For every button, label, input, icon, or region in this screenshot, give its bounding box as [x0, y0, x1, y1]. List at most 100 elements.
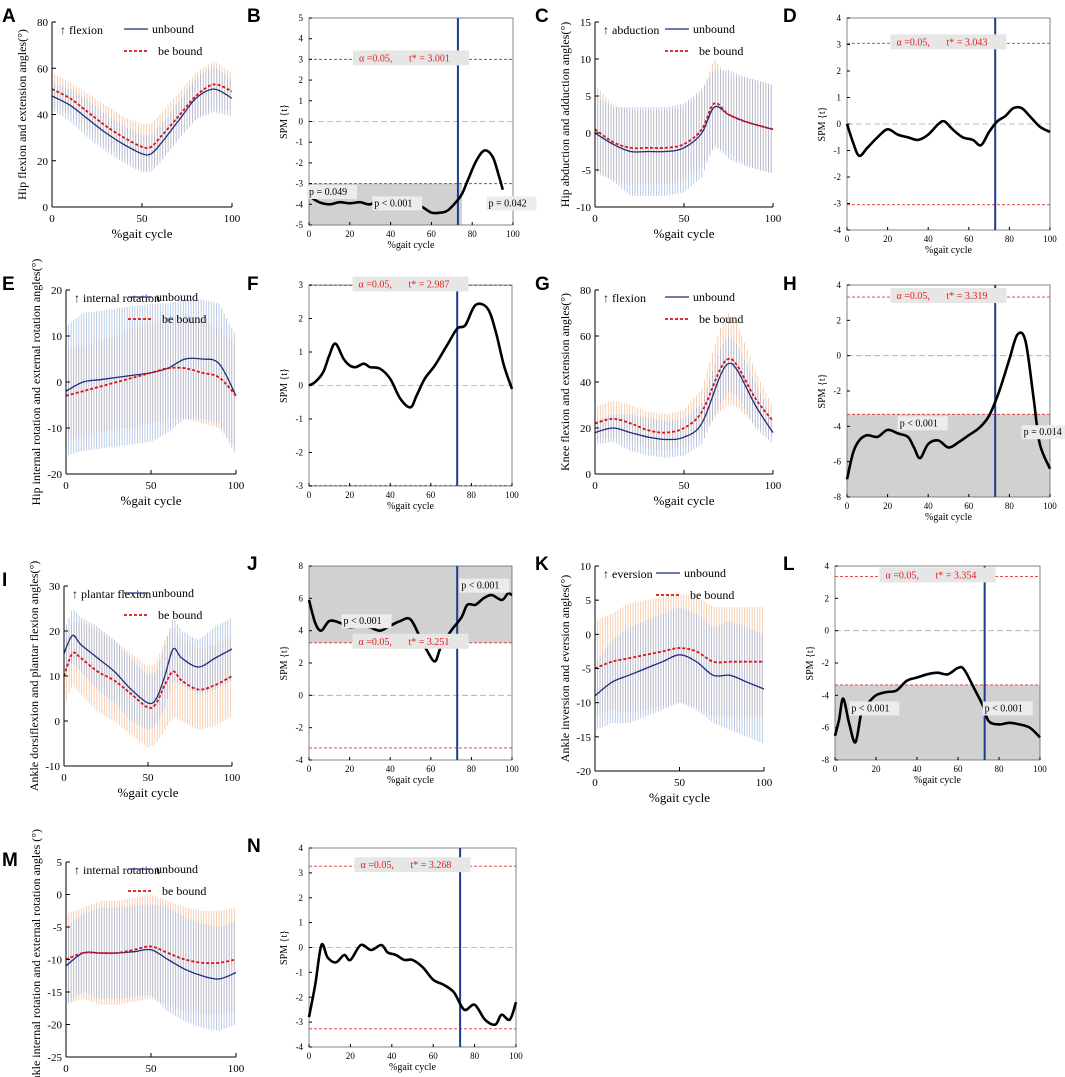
x-tick-label: 0: [307, 764, 312, 774]
p-value-label: p = 0.014: [1024, 427, 1062, 438]
legend-label-be-bound: be bound: [699, 44, 743, 58]
y-tick-label: -2: [296, 992, 304, 1002]
x-tick-label: 50: [679, 213, 691, 225]
x-tick-label: 0: [307, 229, 312, 239]
x-tick-label: 100: [505, 764, 519, 774]
legend-label-be-bound: be bound: [158, 44, 202, 58]
threshold-label-box: [352, 276, 469, 292]
y-tick-label: 4: [837, 13, 842, 23]
y-tick-label: 2: [825, 593, 830, 603]
panel-b: B -5 -4 -3 -2 -1 0 1 2 3 4 5 0 20 40 60 80 100 %gait cycle…: [247, 6, 537, 251]
panel-label: J: [247, 554, 258, 575]
x-tick-label: 80: [995, 764, 1005, 774]
y-tick-label: -6: [834, 457, 842, 467]
x-axis-label: %gait cycle: [388, 240, 435, 251]
y-axis-label: SPM {t}: [279, 368, 290, 403]
y-tick-label: -5: [296, 220, 304, 230]
x-tick-label: 100: [505, 490, 519, 500]
legend-label-unbound: unbound: [156, 290, 198, 304]
x-tick-label: 80: [468, 229, 478, 239]
tstar-label: t* = 2.987: [409, 279, 450, 290]
x-tick-label: 20: [872, 764, 882, 774]
y-tick-label: 1: [837, 93, 842, 103]
series-line-unbound: [65, 357, 237, 397]
p-value-label: p < 0.001: [374, 198, 412, 209]
y-tick-label: 15: [580, 17, 592, 29]
panel-label: B: [247, 6, 261, 27]
y-tick-label: -1: [834, 146, 842, 156]
x-tick-label: 80: [1005, 234, 1015, 244]
y-tick-label: -4: [834, 225, 842, 235]
y-tick-label: 0: [825, 626, 830, 636]
panel-label: N: [247, 836, 261, 857]
y-tick-label: -4: [822, 690, 830, 700]
x-tick-label: 100: [228, 480, 245, 492]
p-value-box: [982, 701, 1033, 716]
panel-g: G 0 20 40 60 80 0 50 100 %gait cycle Knee flexion …: [535, 274, 782, 508]
y-tick-label: -2: [296, 448, 304, 458]
series-line-be-bound: [594, 357, 774, 434]
x-tick-label: 40: [913, 764, 923, 774]
y-tick-label: -2: [834, 172, 842, 182]
threshold-label-box: [352, 633, 469, 649]
y-tick-label: 5: [586, 595, 592, 607]
x-tick-label: 40: [924, 501, 934, 511]
y-tick-label: 0: [57, 890, 63, 902]
x-tick-label: 60: [964, 234, 974, 244]
y-tick-label: 40: [580, 377, 592, 389]
y-axis-label: Hip abduction and adduction angles(°): [558, 22, 572, 207]
y-tick-label: 10: [580, 561, 592, 573]
y-tick-label: 80: [580, 285, 592, 297]
series-line-unbound: [63, 634, 233, 705]
panel-label: D: [783, 6, 797, 27]
y-tick-label: 10: [49, 671, 61, 683]
spm-t-curve: [845, 105, 1051, 158]
x-tick-label: 50: [146, 480, 158, 492]
x-axis-label: %gait cycle: [925, 245, 972, 256]
direction-annotation: ↑ flexion: [603, 291, 646, 305]
tstar-label: t* = 3.319: [947, 291, 988, 302]
panel-f: F -3 -2 -1 0 1 2 3 0 20 40 60 80 100 %gait cycle SPM {t…: [247, 274, 519, 512]
y-tick-label: 10: [580, 54, 592, 66]
legend-label-be-bound: be bound: [699, 312, 743, 326]
panel-label: C: [535, 6, 549, 27]
y-tick-label: -1: [296, 967, 304, 977]
y-tick-label: -20: [47, 469, 62, 481]
panel-label: I: [2, 570, 7, 591]
alpha-label: α =0.05,: [897, 291, 930, 302]
x-tick-label: 60: [426, 490, 436, 500]
series-line-unbound: [594, 362, 774, 441]
y-tick-label: 80: [37, 17, 49, 29]
panel-c: C -10 -5 0 5 10 15 0 50 100 %gait cycle Hip abducti…: [535, 6, 782, 241]
y-tick-label: 4: [837, 280, 842, 290]
x-tick-label: 0: [63, 1063, 69, 1075]
y-tick-label: -5: [582, 664, 592, 676]
x-tick-label: 60: [954, 764, 964, 774]
p-value-label: p < 0.001: [461, 581, 499, 592]
x-axis-label: %gait cycle: [118, 785, 179, 800]
y-axis-label: Ankle dorsiflexion and plantar flexion a…: [27, 561, 41, 791]
x-tick-label: 100: [1043, 501, 1057, 511]
sd-band-unbound: [51, 65, 231, 173]
tstar-label: t* = 3.251: [409, 637, 450, 648]
significance-shade: [309, 566, 512, 643]
y-tick-label: 0: [586, 629, 592, 641]
x-tick-label: 60: [964, 501, 974, 511]
y-tick-label: -10: [47, 955, 62, 967]
legend-label-unbound: unbound: [684, 566, 726, 580]
x-tick-label: 60: [427, 229, 437, 239]
y-tick-label: -2: [296, 723, 304, 733]
y-tick-label: 20: [49, 626, 61, 638]
y-tick-label: -3: [296, 1017, 304, 1027]
x-axis-label: %gait cycle: [387, 501, 434, 512]
y-tick-label: 4: [299, 843, 304, 853]
x-axis-label: %gait cycle: [112, 226, 173, 241]
threshold-label-box: [354, 857, 471, 873]
sd-band-unbound: [65, 299, 235, 456]
series-line-be-bound: [65, 366, 237, 397]
x-tick-label: 60: [426, 764, 436, 774]
